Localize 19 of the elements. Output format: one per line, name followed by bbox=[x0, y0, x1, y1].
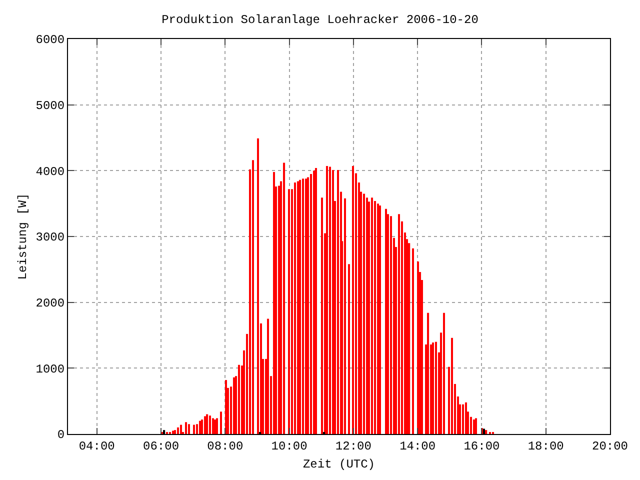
y-tick-label: 4000 bbox=[36, 164, 65, 179]
y-tick-label: 0 bbox=[57, 428, 65, 442]
x-tick-label: 16:00 bbox=[464, 439, 500, 454]
x-tick-label: 14:00 bbox=[400, 439, 436, 454]
x-tick-label: 18:00 bbox=[528, 439, 564, 454]
y-tick-label: 6000 bbox=[36, 33, 65, 48]
x-tick-label: 12:00 bbox=[335, 439, 372, 454]
y-tick-label: 3000 bbox=[36, 230, 65, 245]
x-axis-title: Zeit (UTC) bbox=[302, 457, 376, 472]
y-tick-label: 2000 bbox=[36, 296, 65, 311]
x-tick-label: 08:00 bbox=[207, 439, 244, 454]
y-axis-title: Leistung [W] bbox=[16, 193, 30, 280]
y-tick-label: 1000 bbox=[36, 362, 65, 376]
x-tick-label: 10:00 bbox=[271, 439, 308, 454]
x-tick-label: 06:00 bbox=[143, 439, 180, 454]
chart-title: Produktion Solaranlage Loehracker 2006-10-20 bbox=[162, 12, 478, 27]
y-tick-label: 5000 bbox=[36, 99, 65, 114]
x-tick-label: 04:00 bbox=[78, 439, 115, 454]
x-tick-label: 20:00 bbox=[592, 439, 628, 454]
